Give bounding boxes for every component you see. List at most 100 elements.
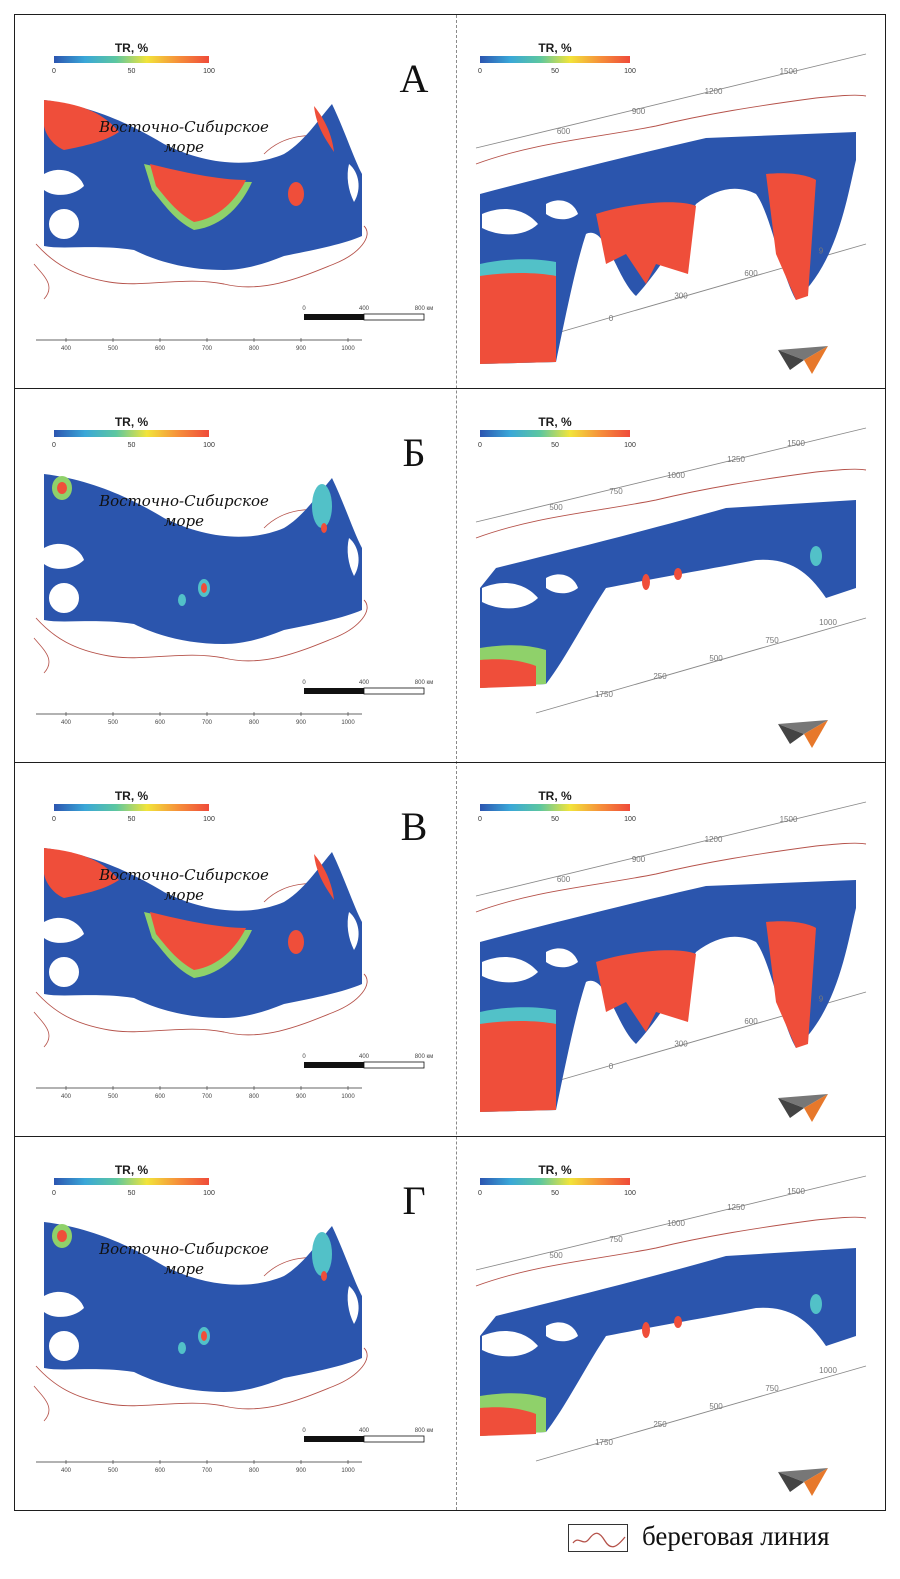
contour-label: 250	[653, 672, 667, 681]
sea-area	[44, 474, 362, 644]
contour-label: 1500	[787, 1187, 805, 1196]
tr-hot-zone	[44, 100, 119, 150]
3d-view: TR, % 0 50 100 500 750 1000 1250 1500 1750 250 500 7…	[475, 1163, 867, 1496]
tr-hot-zone	[314, 106, 334, 152]
tr-warm-spot	[178, 594, 186, 606]
x-axis-tick-label: 400	[61, 1468, 72, 1474]
colorbar: TR, % 0 50 100	[52, 41, 215, 75]
legend-coastline-label: береговая линия	[642, 1521, 830, 1551]
tr-hot-spot	[674, 568, 682, 580]
island	[347, 164, 359, 202]
contour-label: 600	[557, 875, 571, 884]
orientation-arrow-icon	[778, 1094, 828, 1122]
sea-name-label: море	[164, 886, 204, 904]
tr-hot-zone	[596, 202, 696, 284]
contour-line	[475, 1175, 867, 1271]
sea-area	[44, 1222, 362, 1392]
colorbar: TR, % 0 50 100	[478, 41, 636, 75]
island	[482, 583, 538, 609]
x-axis-tick-label: 600	[155, 1468, 166, 1474]
tr-hot-zone	[480, 1407, 536, 1436]
x-axis: 400 500 600 700 800 900 1000	[36, 1460, 362, 1474]
x-axis-tick-label: 800	[249, 1468, 260, 1474]
legend-coastline-swatch	[568, 1524, 628, 1552]
tr-hot-zone	[44, 848, 119, 898]
x-axis-tick-label: 700	[202, 720, 213, 726]
colorbar-tick-label: 0	[478, 1190, 482, 1197]
sea-name-label: море	[164, 1260, 204, 1278]
tr-hot-zone	[596, 950, 696, 1032]
island	[44, 917, 84, 943]
contour-label: 1750	[595, 690, 613, 699]
contour-label: 1250	[727, 1203, 745, 1212]
contour-label: 500	[709, 1402, 723, 1411]
x-axis-tick-label: 400	[61, 1094, 72, 1100]
colorbar-tick-label: 0	[52, 68, 56, 75]
coastline	[475, 94, 867, 165]
tr-hot-spot	[674, 1316, 682, 1328]
orientation-arrow-icon	[778, 346, 828, 374]
island	[347, 538, 359, 576]
tr-surface	[480, 500, 856, 688]
colorbar-title: TR, %	[115, 789, 149, 803]
contour-label: 750	[765, 1384, 779, 1393]
contour-label: 1750	[595, 1438, 613, 1447]
scale-bar-label: 800 км	[415, 1428, 433, 1434]
colorbar-tick-label: 0	[478, 816, 482, 823]
island	[546, 1322, 578, 1342]
contour-label: 750	[765, 636, 779, 645]
colorbar-title: TR, %	[538, 1163, 572, 1177]
island	[546, 948, 578, 968]
tr-hot-spot	[201, 583, 207, 593]
contour-line	[475, 53, 867, 149]
x-axis-tick-label: 700	[202, 1468, 213, 1474]
island	[47, 955, 81, 989]
colorbar-gradient	[480, 804, 630, 811]
contour-label: 1200	[705, 835, 723, 844]
contour-label: 600	[744, 269, 758, 278]
contour-label: 500	[549, 1251, 563, 1260]
scale-bar-label: 800 км	[415, 1054, 433, 1060]
colorbar-tick-label: 50	[551, 816, 559, 823]
contour-label: 300	[674, 291, 688, 300]
contour-label: 1000	[819, 1366, 837, 1375]
colorbar-tick-label: 100	[624, 1190, 636, 1197]
x-axis-tick-label: 400	[61, 720, 72, 726]
colorbar-tick-label: 50	[551, 1190, 559, 1197]
colorbar-title: TR, %	[115, 41, 149, 55]
colorbar-gradient	[54, 430, 209, 437]
row-divider	[14, 1136, 886, 1137]
colorbar-title: TR, %	[538, 789, 572, 803]
coastline	[35, 225, 368, 288]
tr-hot-zone	[150, 912, 246, 970]
panel-letter: Г	[402, 1178, 425, 1223]
x-axis-tick-label: 500	[108, 1094, 119, 1100]
island	[47, 1329, 81, 1363]
tr-warm-spot	[810, 1294, 822, 1314]
contour-label: 250	[653, 1420, 667, 1429]
x-axis-tick-label: 600	[155, 720, 166, 726]
x-axis: 400 500 600 700 800 900 1000	[36, 1086, 362, 1100]
colorbar-title: TR, %	[538, 415, 572, 429]
colorbar-tick-label: 100	[624, 816, 636, 823]
colorbar: TR, % 0 50 100	[478, 1163, 636, 1197]
contour-label: 1500	[780, 67, 798, 76]
plan-map: TR, % 0 50 100 А Восточно-Сибирское море 0 400 80…	[33, 41, 433, 352]
x-axis-tick-label: 900	[296, 1094, 307, 1100]
colorbar-gradient	[54, 804, 209, 811]
colorbar-tick-label: 0	[478, 68, 482, 75]
colorbar-tick-label: 100	[624, 68, 636, 75]
x-axis-tick-label: 500	[108, 346, 119, 352]
island	[482, 957, 538, 983]
colorbar: TR, % 0 50 100	[478, 415, 636, 449]
colorbar-tick-label: 0	[52, 816, 56, 823]
coastline	[475, 1216, 867, 1287]
x-axis-tick-label: 600	[155, 346, 166, 352]
x-axis-tick-label: 1000	[341, 720, 355, 726]
island	[482, 1331, 538, 1357]
scale-bar-label: 0	[302, 680, 306, 686]
colorbar-gradient	[54, 56, 209, 63]
sea-name-label: Восточно-Сибирское	[98, 866, 269, 884]
island	[44, 543, 84, 569]
tr-hot-spot	[57, 1230, 67, 1242]
